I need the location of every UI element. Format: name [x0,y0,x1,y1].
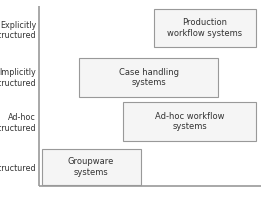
Text: Case handling
systems: Case handling systems [119,68,179,87]
Text: Groupware
systems: Groupware systems [68,157,114,177]
FancyBboxPatch shape [79,58,218,97]
Text: Ad-hoc workflow
systems: Ad-hoc workflow systems [155,112,224,131]
Text: Ad-hoc
structured: Ad-hoc structured [0,113,36,133]
Text: Implicitly
structured: Implicitly structured [0,68,36,87]
FancyBboxPatch shape [123,102,256,141]
FancyBboxPatch shape [42,149,141,185]
FancyBboxPatch shape [154,9,256,47]
Text: Explicitly
structured: Explicitly structured [0,21,36,40]
Text: Unstructured: Unstructured [0,164,36,173]
Text: Production
workflow systems: Production workflow systems [168,18,243,38]
